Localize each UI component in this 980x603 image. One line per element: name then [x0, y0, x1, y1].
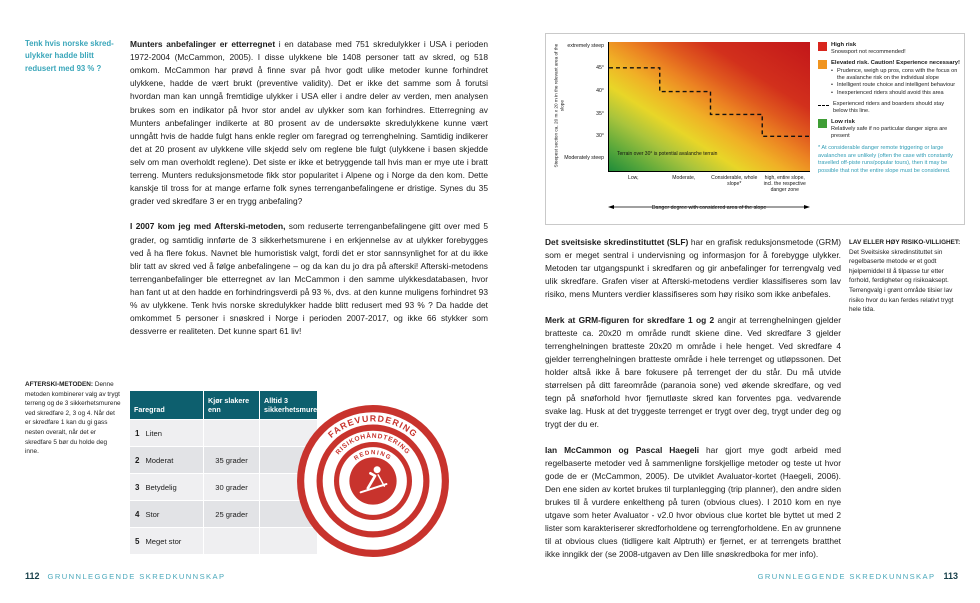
table-header-slope: Kjør slakere enn [204, 391, 260, 419]
table-header-walls: Alltid 3 sikkerhetsmurer [264, 396, 320, 414]
plot-annotation: Terrain over 30° is potential avalanche … [617, 150, 718, 157]
paragraph-lead: Merk at GRM-figuren for skredfare 1 og 2 [545, 314, 715, 325]
legend-line-note: Experienced riders and boarders should s… [833, 100, 945, 114]
danger-number: 4 [135, 509, 140, 519]
left-text-column: Munters anbefalinger er etterregnet i en… [130, 38, 488, 350]
paragraph-lead: Munters anbefalinger er etterregnet [130, 39, 276, 49]
margin-note-lead: AFTERSKI-METODEN: [25, 381, 94, 388]
footer-right: GRUNNLEGGENDE SKREDKUNNSKAP 113 [758, 571, 958, 581]
danger-label: Stor [145, 509, 160, 519]
slope-limit [204, 420, 260, 446]
paragraph-grm: Merk at GRM-figuren for skredfare 1 og 2… [545, 314, 841, 432]
legend-desc: Relatively safe if no particular danger … [831, 126, 948, 140]
table-row: 5 Meget stor [130, 527, 317, 554]
y-tick-40: 40° [596, 88, 604, 94]
footer-label: GRUNNLEGGENDE SKREDKUNNSKAP [757, 572, 936, 581]
danger-label: Meget stor [145, 536, 182, 546]
page-number: 112 [25, 571, 40, 581]
y-tick-moderately-steep: Moderately steep [564, 155, 604, 161]
x-tick-high: high, entire slope, incl. the respective… [763, 175, 806, 194]
danger-number: 2 [135, 455, 140, 465]
grm-figure: Steepest section ca. 20 m x 20 m in the … [545, 33, 965, 225]
figure-caption: Danger degree with considered area of th… [651, 205, 767, 211]
legend-item-elevated-risk: Elevated risk. Caution! Experience neces… [818, 60, 960, 97]
danger-label: Betydelig [145, 482, 177, 492]
danger-number: 5 [135, 536, 140, 546]
margin-note-afterski: AFTERSKI-METODEN: Denne metoden kombiner… [25, 380, 122, 457]
limit-step-line [609, 67, 810, 137]
danger-label: Moderat [145, 455, 174, 465]
low-risk-swatch-icon [818, 118, 827, 128]
table-row: 1 Liten [130, 419, 317, 446]
paragraph-lead: I 2007 kom jeg med Afterski-metoden, [130, 221, 286, 232]
legend-bullet: Inexperienced riders should avoid this a… [831, 90, 960, 98]
pull-quote: Tenk hvis norske skred-ulykker hadde bli… [25, 39, 114, 73]
paragraph-text: har gjort mye godt arbeid med regelbaser… [545, 444, 841, 560]
margin-note-lead: LAV ELLER HØY RISIKO-VILLIGHET: [849, 239, 961, 246]
paragraph-afterski: I 2007 kom jeg med Afterski-metoden, som… [130, 220, 488, 338]
margin-note-text: Denne metoden kombinerer valg av trygt t… [25, 381, 121, 456]
danger-number: 1 [135, 428, 140, 438]
bullseye-svg: FAREVURDERING RISIKOHÅNDTERING REDNING [297, 405, 449, 557]
danger-label: Liten [145, 428, 162, 438]
table-row: 2 Moderat 35 grader [130, 446, 317, 473]
figure-y-axis-label: Steepest section ca. 20 m x 20 m in the … [553, 43, 564, 168]
danger-level-table: Faregrad Kjør slakere enn Alltid 3 sikke… [130, 391, 320, 554]
margin-note-risk: LAV ELLER HØY RISIKO-VILLIGHET: Det Svei… [849, 238, 962, 315]
figure-footnote: * At considerable danger remote triggeri… [818, 145, 953, 174]
x-tick-considerable: Considerable, whole slope* [711, 175, 758, 188]
table-row: 3 Betydelig 30 grader [130, 473, 317, 500]
legend-bullet: Intelligent route choice and intelligent… [831, 82, 960, 90]
bullseye-graphic: FAREVURDERING RISIKOHÅNDTERING REDNING [296, 404, 450, 558]
paragraph-lead: Det sveitsiske skredinstituttet (SLF) [545, 237, 689, 247]
x-tick-row: Low, Moderate, Considerable, whole slope… [608, 175, 810, 193]
legend-title: Elevated risk. Caution! Experience neces… [831, 60, 960, 67]
y-tick-extremely-steep: extremely steep [567, 43, 604, 49]
paragraph-text: angir at terrenghelningen gjelder bratte… [545, 314, 841, 430]
legend-title: High risk [831, 42, 857, 48]
table-row: 4 Stor 25 grader [130, 500, 317, 527]
legend-bullets: Prudence, weigh up pros, cons with the f… [831, 68, 960, 97]
paragraph-text: har en grafisk reduksjonsmetode (GRM) so… [545, 237, 841, 300]
legend-bullet: Prudence, weigh up pros, cons with the f… [831, 68, 960, 83]
paragraph-text: som reduserte terrenganbefalingene gitt … [130, 221, 488, 337]
y-tick-30: 30° [596, 133, 604, 139]
legend-desc: Snowsport not recommended! [831, 49, 906, 56]
page-number: 113 [943, 571, 958, 581]
legend-item-low-risk: Low risk Relatively safe if no particula… [818, 118, 960, 140]
table-header-row: Faregrad Kjør slakere enn Alltid 3 sikke… [130, 391, 320, 419]
margin-note-text: Det Sveitsiske skredinstituttet sin rege… [849, 248, 954, 314]
x-axis-arrow [608, 197, 810, 209]
paragraph-munter: Munters anbefalinger er etterregnet i en… [130, 38, 488, 208]
footer-label: GRUNNLEGGENDE SKREDKUNNSKAP [47, 572, 226, 581]
paragraph-avaluator: Ian McCammon og Pascal Haegeli har gjort… [545, 444, 841, 562]
slope-limit: 35 grader [204, 447, 260, 473]
risk-gradient-plot: Terrain over 30° is potential avalanche … [608, 42, 810, 172]
x-tick-low: Low, [628, 175, 639, 181]
slope-limit: 25 grader [204, 501, 260, 527]
y-tick-45: 45° [596, 65, 604, 71]
slope-limit [204, 528, 260, 554]
legend-title: Low risk [831, 118, 855, 125]
high-risk-swatch-icon [818, 42, 827, 51]
footer-left: 112 GRUNNLEGGENDE SKREDKUNNSKAP [25, 571, 225, 581]
paragraph-lead: Ian McCammon og Pascal Haegeli [545, 444, 700, 455]
dashed-line-swatch-icon [818, 104, 829, 106]
legend-item-dashed-line: Experienced riders and boarders should s… [818, 101, 960, 115]
paragraph-text: i en database med 751 skredulykker i USA… [130, 39, 488, 207]
skier-icon [359, 466, 388, 494]
x-tick-moderate: Moderate, [672, 175, 696, 181]
danger-number: 3 [135, 482, 140, 492]
y-tick-35: 35° [596, 111, 604, 117]
table-header-faregrad: Faregrad [130, 391, 204, 419]
figure-legend: High risk Snowsport not recommended! Ele… [818, 42, 960, 175]
slope-limit: 30 grader [204, 474, 260, 500]
right-text-column: Det sveitsiske skredinstituttet (SLF) ha… [545, 236, 841, 574]
paragraph-slf: Det sveitsiske skredinstituttet (SLF) ha… [545, 236, 841, 302]
legend-item-high-risk: High risk Snowsport not recommended! [818, 42, 960, 56]
elevated-risk-swatch-icon [818, 60, 827, 70]
